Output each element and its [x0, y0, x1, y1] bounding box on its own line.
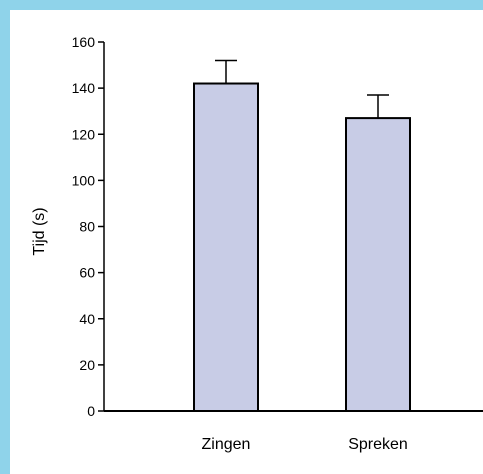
- bars: Zingen Spreken: [193, 59, 411, 453]
- bar-chart: 0 20 40 60 80 100 120 140 160 Zingen Spreken Tijd…: [31, 34, 483, 453]
- y-tick-label: 120: [72, 126, 96, 142]
- y-tick-label: 100: [72, 172, 96, 188]
- chart-panel: 0 20 40 60 80 100 120 140 160 Zingen Spreken Tijd…: [10, 10, 483, 474]
- y-axis-title: Tijd (s): [31, 207, 48, 255]
- x-category-label: Spreken: [348, 436, 408, 453]
- axes: 0 20 40 60 80 100 120 140 160: [72, 34, 483, 419]
- y-tick-label: 0: [87, 403, 95, 419]
- y-tick-label: 140: [72, 80, 96, 96]
- bar-spreken: [345, 117, 411, 412]
- y-tick-label: 20: [79, 357, 95, 373]
- y-tick-label: 80: [79, 219, 95, 235]
- bar-zingen: [193, 82, 259, 412]
- y-tick-label: 40: [79, 311, 95, 327]
- y-tick-label: 160: [72, 34, 96, 50]
- y-tick-label: 60: [79, 265, 95, 281]
- x-category-label: Zingen: [202, 436, 251, 453]
